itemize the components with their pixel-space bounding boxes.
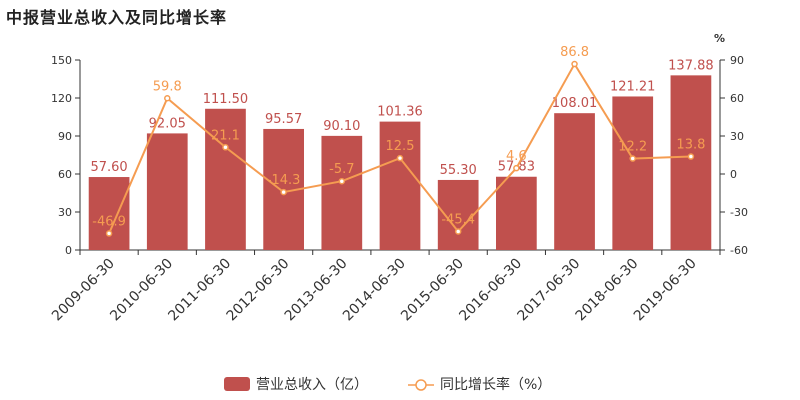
right-tick-label: -30 bbox=[730, 206, 748, 219]
bar-value-label: 95.57 bbox=[265, 112, 302, 127]
growth-value-label: -5.7 bbox=[329, 162, 354, 177]
growth-value-label: -46.9 bbox=[92, 214, 126, 229]
growth-value-label: 13.8 bbox=[676, 138, 705, 153]
right-tick-label: 0 bbox=[730, 168, 737, 181]
growth-value-label: -45.4 bbox=[441, 213, 475, 228]
bar-value-label: 111.50 bbox=[203, 92, 249, 107]
growth-point bbox=[396, 154, 404, 162]
growth-value-label: 4.6 bbox=[506, 149, 527, 164]
legend-line-label: 同比增长率（%） bbox=[440, 376, 551, 393]
x-tick-label: 2019-06-30 bbox=[631, 256, 700, 325]
bar bbox=[496, 176, 537, 250]
bar bbox=[146, 133, 188, 250]
right-tick-label: 30 bbox=[730, 130, 744, 143]
bar bbox=[379, 121, 421, 251]
left-tick-label: 150 bbox=[51, 54, 72, 67]
right-tick-label: 60 bbox=[730, 92, 744, 105]
growth-value-label: 86.8 bbox=[560, 45, 589, 60]
bar-value-label: 55.30 bbox=[440, 163, 477, 178]
legend-bar-label: 营业总收入（亿） bbox=[256, 377, 368, 393]
bar bbox=[205, 108, 246, 251]
left-tick-label: 30 bbox=[58, 206, 72, 219]
growth-value-label: 21.1 bbox=[211, 128, 240, 143]
legend-bar-swatch bbox=[224, 377, 250, 391]
growth-point bbox=[338, 177, 346, 185]
bar bbox=[670, 75, 712, 251]
growth-point bbox=[454, 228, 462, 235]
growth-value-label: 59.8 bbox=[153, 79, 182, 94]
growth-point bbox=[629, 155, 636, 162]
bar-value-label: 121.21 bbox=[610, 79, 656, 94]
chart-title: 中报营业总收入及同比增长率 bbox=[6, 8, 228, 27]
growth-point bbox=[280, 188, 287, 196]
growth-point bbox=[222, 144, 229, 151]
right-axis-unit: % bbox=[714, 32, 725, 45]
bar-value-label: 137.88 bbox=[668, 58, 714, 73]
growth-point bbox=[105, 230, 113, 237]
bar bbox=[321, 135, 363, 250]
bar-value-label: 101.36 bbox=[377, 105, 423, 120]
right-tick-label: 90 bbox=[730, 54, 744, 67]
left-tick-label: 0 bbox=[65, 244, 72, 257]
bar-value-label: 108.01 bbox=[552, 96, 598, 111]
growth-point bbox=[571, 60, 578, 68]
left-tick-label: 120 bbox=[51, 92, 72, 105]
left-tick-label: 60 bbox=[58, 168, 72, 181]
growth-point bbox=[513, 164, 520, 172]
right-tick-label: -60 bbox=[730, 244, 748, 257]
bar bbox=[88, 177, 130, 250]
left-tick-label: 90 bbox=[58, 130, 72, 143]
bar-value-label: 90.10 bbox=[323, 119, 360, 134]
growth-value-label: 12.2 bbox=[618, 140, 647, 155]
bar bbox=[554, 113, 595, 250]
growth-point bbox=[687, 153, 695, 160]
growth-value-label: -14.3 bbox=[267, 173, 301, 188]
growth-point bbox=[164, 95, 171, 102]
growth-value-label: 12.5 bbox=[386, 139, 415, 154]
bar-value-label: 57.60 bbox=[90, 160, 127, 175]
legend-line-marker bbox=[415, 379, 427, 391]
bar bbox=[612, 96, 654, 250]
